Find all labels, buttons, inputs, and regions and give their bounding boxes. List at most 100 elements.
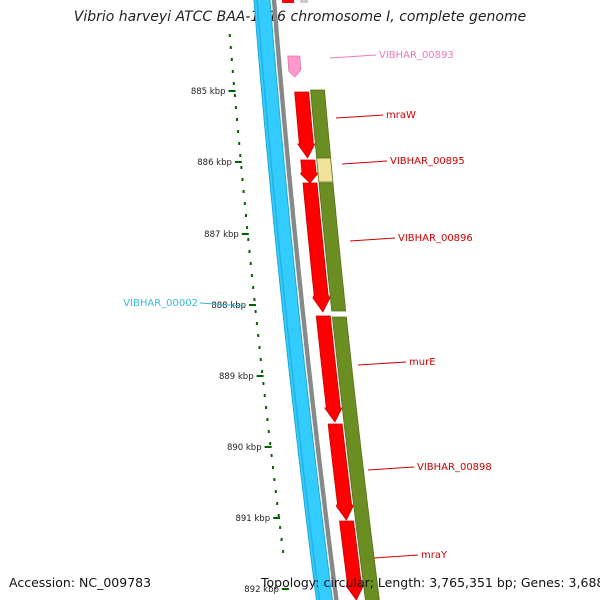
scale-tick xyxy=(281,588,289,590)
reverse-strand-track xyxy=(253,0,333,600)
scale-dot xyxy=(246,226,249,229)
gene-track-segment xyxy=(310,89,332,159)
scale-dot xyxy=(238,142,241,145)
scale-dot xyxy=(254,310,257,313)
scale-dot xyxy=(231,70,234,73)
scale-dot xyxy=(272,466,274,469)
scale-dot xyxy=(240,166,243,169)
pseudo-gene-arrow xyxy=(287,55,302,78)
kbp-scale: 885 kbp 886 kbp 887 kbp 888 kbp 889 kbp 890 k… xyxy=(191,34,289,595)
reverse-strand-shade xyxy=(256,0,321,600)
label-leader-line xyxy=(329,54,377,59)
scale-tick xyxy=(273,517,281,519)
scale-tick xyxy=(228,90,236,92)
scale-dot xyxy=(250,274,253,277)
label-leader-line xyxy=(349,237,396,242)
scale-dot xyxy=(234,106,237,109)
cds-arrow xyxy=(294,91,316,159)
cds-arrow xyxy=(339,520,364,600)
scale-dot xyxy=(261,370,264,373)
track-fragment xyxy=(299,0,309,3)
accession-text: Accession: NC_009783 xyxy=(9,575,152,590)
scale-dot xyxy=(228,34,231,37)
tick-label: 892 kbp xyxy=(244,585,279,595)
scale-dot xyxy=(262,382,265,385)
tick-label: 889 kbp xyxy=(219,372,254,382)
scale-dot xyxy=(266,418,269,421)
cds-fragment xyxy=(281,0,295,3)
scale-dot xyxy=(263,394,266,397)
cds-arrow xyxy=(315,315,343,423)
scale-dot xyxy=(257,334,260,337)
scale-dot xyxy=(282,550,285,553)
scale-dot xyxy=(239,154,242,157)
scale-dot xyxy=(269,442,272,445)
scale-dot xyxy=(265,406,268,409)
label-leader-line xyxy=(357,361,407,366)
scale-dot xyxy=(229,46,232,49)
genome-summary-text: Topology: circular; Length: 3,765,351 bp… xyxy=(261,575,600,590)
gene-features xyxy=(287,55,364,600)
scale-dot xyxy=(230,58,233,61)
label-leader-line xyxy=(367,466,415,471)
scale-dot xyxy=(248,250,251,253)
tick-label: 887 kbp xyxy=(204,230,239,240)
scale-dot xyxy=(273,478,276,481)
tick-label: 891 kbp xyxy=(235,514,270,524)
cds-arrow xyxy=(327,423,354,521)
scale-dot xyxy=(280,538,283,541)
scale-tick xyxy=(264,446,272,448)
gene-track-segment xyxy=(331,316,380,600)
scale-dot xyxy=(279,526,282,529)
gene-label: VIBHAR_00893 xyxy=(379,50,454,61)
scale-dot xyxy=(274,490,277,493)
scale-dot xyxy=(237,130,240,133)
gene-track-segment xyxy=(316,157,334,183)
scale-dot xyxy=(233,94,236,97)
gene-labels: VIBHAR_00893 mraW VIBHAR_00895 VIBHAR_00896… xyxy=(123,50,492,561)
genome-backbone xyxy=(271,0,339,600)
scale-tick xyxy=(249,304,256,306)
scale-tick xyxy=(256,375,264,377)
gene-label: VIBHAR_00898 xyxy=(417,462,492,473)
scale-dot xyxy=(258,346,261,349)
scale-dot xyxy=(259,358,262,361)
scale-dot xyxy=(232,82,235,85)
gene-label: mraY xyxy=(421,550,448,561)
scale-tick xyxy=(241,233,249,235)
label-leader-line xyxy=(199,302,245,307)
scale-dot xyxy=(270,454,273,457)
scale-dot xyxy=(245,214,247,217)
scale-dot xyxy=(243,202,246,205)
scale-dot xyxy=(247,238,250,241)
tick-label: 886 kbp xyxy=(197,158,232,168)
cds-arrow xyxy=(300,159,319,184)
gene-label: VIBHAR_00002 xyxy=(123,298,198,309)
cds-arrow xyxy=(302,182,331,313)
gene-label: mraW xyxy=(386,110,416,121)
gene-track-segment xyxy=(318,182,347,312)
tick-label: 885 kbp xyxy=(191,87,226,97)
label-leader-line xyxy=(341,160,388,165)
scale-tick xyxy=(234,161,242,163)
scale-dot xyxy=(252,286,255,289)
map-title: Vibrio harveyi ATCC BAA-1116 chromosome … xyxy=(73,9,527,25)
scale-dot xyxy=(276,502,279,505)
genome-tracks xyxy=(253,0,380,600)
scale-dot xyxy=(249,262,252,265)
scale-dot xyxy=(277,514,280,517)
label-leader-line xyxy=(335,114,384,119)
scale-dot xyxy=(267,430,270,433)
scale-dot xyxy=(241,178,244,181)
gene-label: VIBHAR_00896 xyxy=(398,233,473,244)
gene-label: VIBHAR_00895 xyxy=(390,156,465,167)
tick-label: 890 kbp xyxy=(227,443,262,453)
scale-dot xyxy=(255,322,258,325)
gene-label: murE xyxy=(409,357,436,368)
scale-dot xyxy=(236,118,238,121)
scale-dot xyxy=(253,298,256,301)
label-leader-line xyxy=(373,554,419,559)
scale-dot xyxy=(242,190,245,193)
tick-label: 888 kbp xyxy=(211,301,246,311)
